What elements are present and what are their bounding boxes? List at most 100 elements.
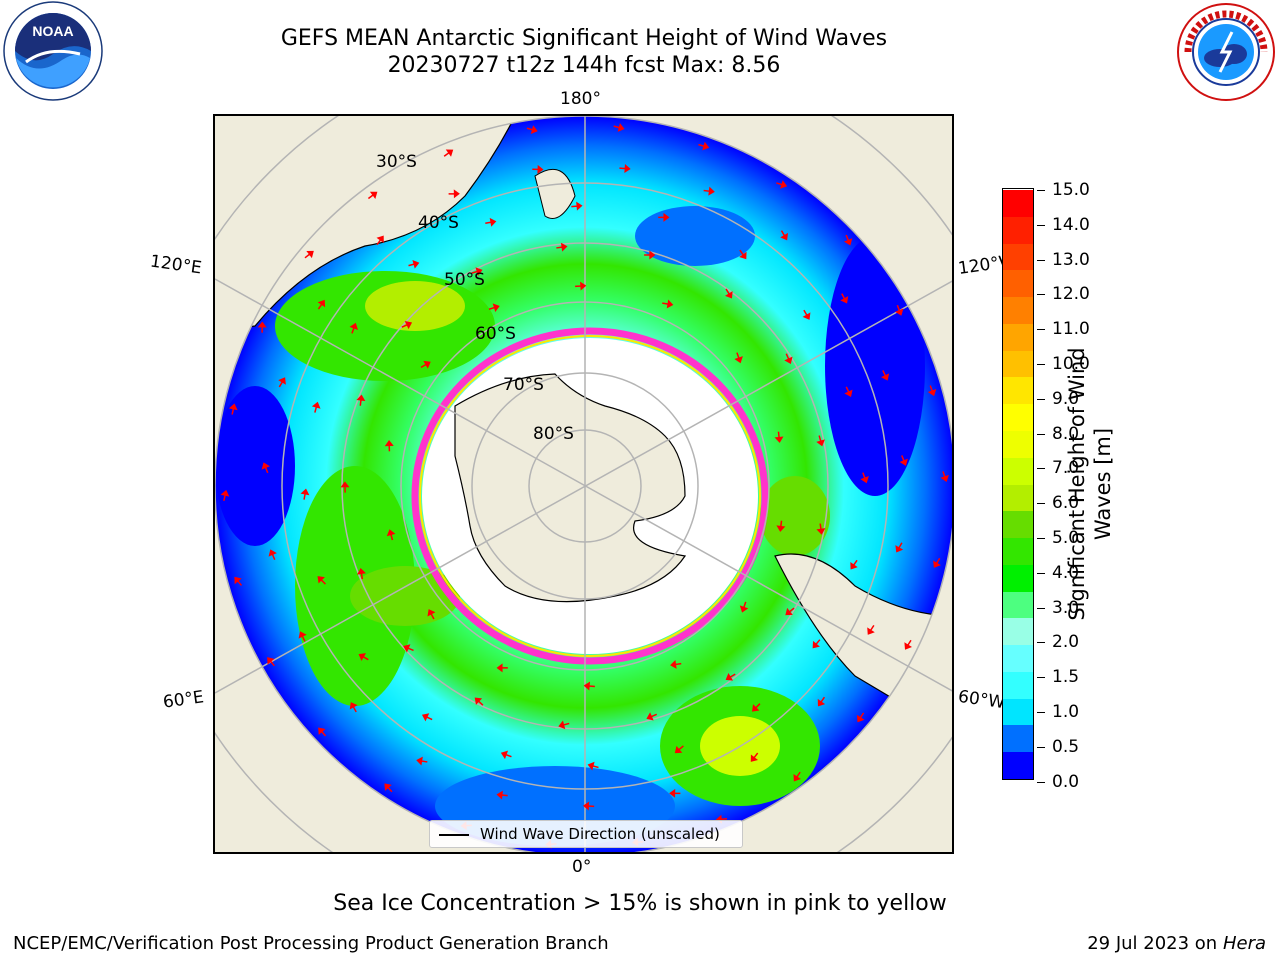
wave-direction-arrow <box>386 529 396 541</box>
colorbar-tick-label: 5.0 <box>1052 528 1080 548</box>
legend-label: Wind Wave Direction (unscaled) <box>480 825 720 843</box>
colorbar-tick <box>1037 781 1045 783</box>
wave-direction-arrow <box>674 745 684 754</box>
wave-direction-arrow <box>416 756 428 766</box>
wave-direction-arrow <box>421 713 433 722</box>
colorbar-band <box>1003 617 1033 646</box>
colorbar-tick <box>1037 712 1045 713</box>
wave-direction-arrow <box>750 752 759 762</box>
noaa-logo: NOAA <box>2 0 104 102</box>
colorbar-tick <box>1037 642 1045 644</box>
wave-direction-arrow <box>583 681 595 691</box>
wave-direction-arrow <box>349 702 358 713</box>
wave-direction-arrow <box>376 235 384 246</box>
wave-direction-arrow <box>933 557 941 568</box>
wave-direction-arrows <box>220 123 949 849</box>
colorbar-tick <box>1037 503 1045 505</box>
colorbar-band <box>1003 403 1033 431</box>
colorbar-band <box>1003 484 1033 512</box>
wave-patch <box>635 206 755 266</box>
wave-direction-arrow <box>899 455 908 466</box>
wave-direction-arrow <box>646 712 658 721</box>
wave-direction-arrow <box>844 386 853 397</box>
wave-direction-arrow <box>357 568 366 580</box>
colorbar-band <box>1003 269 1033 298</box>
wave-direction-arrow <box>582 801 595 811</box>
wave-direction-arrow <box>816 435 825 447</box>
colorbar-tick-label: 14.0 <box>1052 214 1090 235</box>
colorbar-band <box>1003 457 1033 485</box>
colorbar-tick <box>1037 190 1045 191</box>
colorbar-tick <box>1037 746 1045 748</box>
colorbar-tick <box>1037 468 1045 470</box>
wave-direction-arrow <box>613 123 625 132</box>
wave-direction-arrow <box>261 462 270 474</box>
wave-direction-arrow <box>644 250 656 260</box>
colorbar-band <box>1003 644 1033 672</box>
wave-direction-arrow <box>427 609 436 620</box>
wave-direction-arrow <box>940 471 949 482</box>
wave-direction-arrow <box>496 790 508 800</box>
colorbar-tick-label: 0.5 <box>1052 736 1080 757</box>
colorbar-tick <box>1037 572 1045 574</box>
wave-direction-arrow <box>500 750 512 760</box>
colorbar-tick-label: 3.0 <box>1052 597 1080 618</box>
colorbar-title: Significant Height of Wind Waves [m] <box>1064 334 1116 634</box>
wave-direction-arrow <box>349 322 358 334</box>
colorbar-band <box>1003 510 1033 539</box>
map-title: GEFS MEAN Antarctic Significant Height o… <box>280 26 888 51</box>
colorbar-tick-label: 11.0 <box>1052 319 1090 340</box>
wave-direction-arrow <box>571 201 583 211</box>
lat-label-30s: 30°S <box>376 152 417 172</box>
colorbar-band <box>1003 350 1033 378</box>
wave-direction-arrow <box>658 212 670 222</box>
wave-direction-arrow <box>802 309 811 320</box>
lon-label-60e: 60°E <box>161 687 206 713</box>
colorbar-tick-label: 12.0 <box>1052 284 1090 305</box>
lat-label-70s: 70°S <box>503 375 544 395</box>
colorbar-band <box>1003 671 1033 699</box>
svg-text:NOAA: NOAA <box>32 23 73 39</box>
wave-patch <box>350 566 460 626</box>
colorbar-tick-label: 0.0 <box>1052 771 1080 792</box>
wave-direction-arrow <box>575 281 587 291</box>
colorbar-band <box>1003 724 1033 753</box>
wave-direction-arrow <box>840 293 849 304</box>
wave-direction-arrow <box>485 217 497 227</box>
lon-label-120e: 120°E <box>148 251 203 279</box>
wave-direction-arrow <box>234 576 243 586</box>
colorbar-tick <box>1037 294 1045 296</box>
wave-direction-arrow <box>817 696 826 707</box>
colorbar-band <box>1003 323 1033 351</box>
wave-direction-arrow <box>784 353 793 364</box>
wave-direction-arrow <box>856 712 865 723</box>
colorbar-tick <box>1037 364 1045 365</box>
wave-direction-arrow <box>228 403 238 415</box>
wave-direction-arrow <box>420 360 431 369</box>
wave-direction-arrow <box>619 164 631 174</box>
wave-direction-arrow <box>317 299 326 310</box>
wave-direction-arrow <box>384 440 394 452</box>
lat-label-60s: 60°S <box>475 324 516 344</box>
colorbar-tick <box>1037 677 1045 679</box>
colorbar-band <box>1003 296 1033 324</box>
wave-patch <box>760 476 830 556</box>
wave-direction-arrow <box>698 141 710 151</box>
colorbar-tick <box>1037 398 1045 400</box>
map-subtitle: 20230727 t12z 144h fcst Max: 8.56 <box>387 53 781 78</box>
antarctica-land <box>454 373 687 603</box>
wave-direction-arrow <box>725 672 736 681</box>
wave-direction-arrow <box>556 242 568 252</box>
wave-direction-arrow <box>311 401 321 413</box>
footer-date-text: 29 Jul 2023 on <box>1087 933 1223 954</box>
map-legend: Wind Wave Direction (unscaled) <box>429 820 743 848</box>
polar-map <box>215 116 952 852</box>
colorbar-tick-label: 4.0 <box>1052 562 1080 583</box>
wave-direction-arrow <box>927 385 937 397</box>
nws-logo <box>1176 2 1276 102</box>
colorbar-tick-label: 9.0 <box>1052 388 1080 409</box>
sea-ice-note: Sea Ice Concentration > 15% is shown in … <box>333 891 947 916</box>
wave-direction-arrow <box>670 659 682 669</box>
wave-direction-arrow <box>220 489 230 502</box>
colorbar-tick-label: 1.0 <box>1052 702 1080 722</box>
